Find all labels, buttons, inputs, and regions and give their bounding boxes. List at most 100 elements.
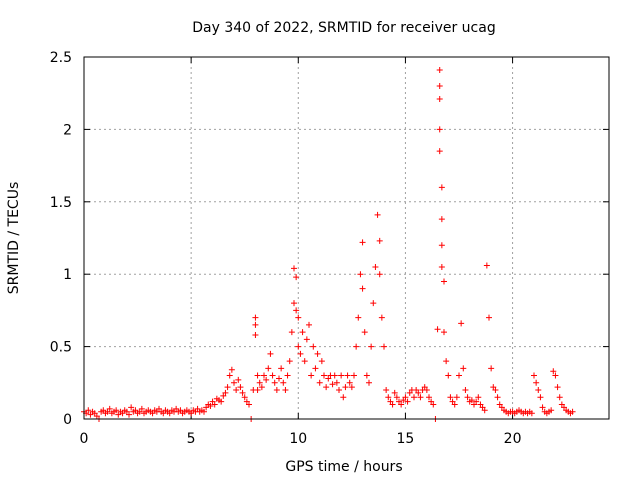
- data-point: [207, 402, 214, 409]
- data-point: [237, 384, 244, 391]
- data-point: [252, 314, 259, 321]
- data-point: [138, 405, 145, 412]
- data-point: [128, 404, 135, 411]
- data-point: [357, 271, 364, 278]
- data-point: [443, 358, 450, 365]
- data-point: [430, 401, 437, 408]
- data-point: [441, 329, 447, 336]
- y-tick-label: 2.5: [50, 50, 72, 66]
- data-point: [235, 376, 242, 383]
- data-point: [241, 394, 248, 401]
- data-point: [301, 358, 308, 365]
- data-point: [483, 262, 490, 269]
- data-point: [258, 384, 265, 391]
- data-point: [486, 314, 492, 321]
- data-point: [402, 394, 409, 401]
- data-point: [318, 358, 325, 365]
- data-point: [438, 216, 445, 223]
- data-point: [265, 365, 272, 372]
- data-point: [291, 300, 297, 307]
- data-point: [417, 394, 424, 401]
- data-point: [537, 394, 544, 401]
- data-point: [295, 314, 302, 321]
- data-point: [451, 401, 458, 408]
- data-point: [368, 343, 375, 350]
- data-point: [464, 394, 471, 401]
- plot-frame: [83, 56, 610, 420]
- data-point: [438, 263, 445, 270]
- x-tick-label: 20: [504, 431, 522, 447]
- data-point: [218, 398, 225, 405]
- data-point: [233, 387, 240, 394]
- data-point: [415, 389, 422, 396]
- y-tick-label: 1.5: [50, 195, 72, 211]
- data-point: [460, 365, 467, 372]
- data-point: [256, 379, 263, 386]
- y-tick-label: 2: [63, 122, 72, 138]
- data-point: [359, 285, 366, 292]
- data-point: [385, 394, 392, 401]
- data-point: [554, 384, 561, 391]
- data-point: [548, 407, 555, 414]
- data-point: [528, 410, 535, 417]
- data-point: [359, 239, 366, 246]
- data-point: [353, 343, 360, 350]
- data-point: [211, 401, 218, 408]
- data-point: [329, 381, 336, 388]
- data-point: [331, 372, 338, 379]
- data-point: [295, 343, 302, 350]
- data-point: [261, 372, 267, 379]
- data-point: [426, 394, 432, 401]
- data-point: [569, 408, 576, 415]
- y-tick-label: 0.5: [50, 340, 72, 356]
- data-point: [333, 379, 340, 386]
- data-point: [550, 368, 557, 375]
- data-point: [556, 394, 563, 401]
- data-point: [228, 366, 235, 373]
- data-point: [113, 407, 120, 414]
- data-point: [201, 408, 207, 415]
- data-point: [126, 411, 132, 418]
- data-point: [239, 389, 246, 396]
- data-point: [321, 372, 327, 379]
- data-point: [299, 329, 306, 336]
- data-point: [276, 375, 282, 382]
- data-point: [376, 271, 383, 278]
- data-point: [346, 379, 353, 386]
- data-point: [226, 372, 233, 379]
- data-point: [361, 329, 368, 336]
- y-axis-label: SRMTID / TECUs: [6, 182, 22, 295]
- data-point: [423, 387, 430, 394]
- data-point: [441, 278, 447, 285]
- data-point: [370, 300, 377, 307]
- data-point: [436, 126, 443, 133]
- data-point: [436, 82, 443, 89]
- data-point: [363, 372, 370, 379]
- data-point: [308, 372, 315, 379]
- data-point: [438, 242, 445, 249]
- data-point: [280, 379, 287, 386]
- data-point: [492, 387, 499, 394]
- data-point: [488, 365, 495, 372]
- axis-ticks: 0 0.5 1 1.5 2 2.5 0 5 10 15 20: [50, 50, 609, 447]
- x-axis-label: GPS time / hours: [285, 459, 402, 475]
- data-point: [222, 389, 229, 396]
- data-point: [303, 336, 310, 343]
- data-point: [271, 379, 278, 386]
- data-point: [533, 379, 540, 386]
- data-point: [552, 372, 559, 379]
- data-point: [539, 404, 546, 411]
- data-point: [291, 265, 297, 272]
- data-point: [310, 343, 317, 350]
- data-point: [312, 365, 319, 372]
- data-point: [374, 211, 381, 218]
- data-point: [389, 401, 396, 408]
- data-point: [376, 237, 383, 244]
- y-tick-label: 1: [63, 267, 72, 283]
- x-tick-label: 10: [289, 431, 307, 447]
- data-point: [378, 314, 385, 321]
- data-point: [263, 376, 270, 383]
- data-point: [297, 350, 304, 357]
- data-point: [323, 384, 330, 391]
